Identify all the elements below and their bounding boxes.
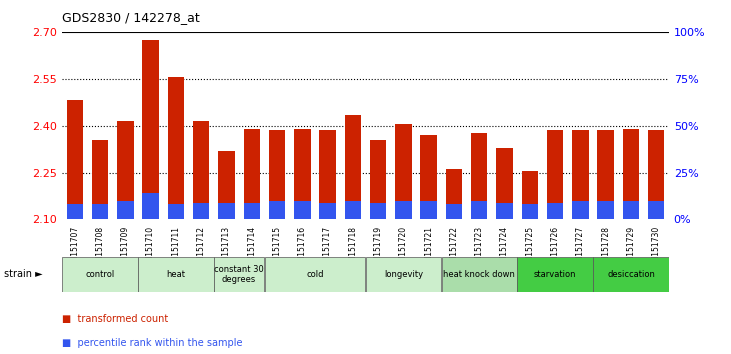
Bar	[420, 201, 437, 219]
Bar	[623, 201, 639, 219]
Text: strain ►: strain ►	[4, 269, 42, 279]
Text: control: control	[86, 270, 115, 279]
Bar	[193, 202, 209, 219]
Bar	[597, 201, 614, 219]
Bar	[597, 130, 614, 219]
Bar	[623, 129, 639, 219]
Bar	[366, 257, 441, 292]
Bar	[594, 257, 669, 292]
Bar	[117, 201, 134, 219]
Bar	[243, 202, 260, 219]
Bar	[243, 129, 260, 219]
Text: constant 30
degrees: constant 30 degrees	[214, 265, 264, 284]
Bar	[446, 205, 462, 219]
Bar	[193, 121, 209, 219]
Bar	[420, 135, 437, 219]
Bar	[92, 205, 108, 219]
Bar	[471, 133, 488, 219]
Bar	[572, 201, 588, 219]
Bar	[572, 130, 588, 219]
Bar	[395, 124, 412, 219]
Bar	[319, 130, 336, 219]
Bar	[370, 140, 387, 219]
Bar	[471, 201, 488, 219]
Bar	[446, 170, 462, 219]
Bar	[219, 151, 235, 219]
Text: cold: cold	[306, 270, 324, 279]
Bar	[522, 171, 538, 219]
Bar	[219, 202, 235, 219]
Bar	[547, 202, 564, 219]
Text: heat knock down: heat knock down	[443, 270, 515, 279]
Bar	[370, 202, 387, 219]
Bar	[294, 201, 311, 219]
Bar	[143, 40, 159, 219]
Bar	[143, 193, 159, 219]
Text: ■  percentile rank within the sample: ■ percentile rank within the sample	[62, 338, 243, 348]
Bar	[496, 202, 512, 219]
Text: longevity: longevity	[384, 270, 423, 279]
Bar	[67, 100, 83, 219]
Bar	[92, 140, 108, 219]
Bar	[395, 201, 412, 219]
Bar	[648, 130, 664, 219]
Bar	[344, 201, 361, 219]
Bar	[547, 130, 564, 219]
Bar	[167, 205, 184, 219]
Bar	[344, 115, 361, 219]
Text: desiccation: desiccation	[607, 270, 655, 279]
Bar	[442, 257, 517, 292]
Bar	[269, 130, 285, 219]
Bar	[648, 201, 664, 219]
Text: ■  transformed count: ■ transformed count	[62, 314, 168, 324]
Text: starvation: starvation	[534, 270, 576, 279]
Bar	[67, 205, 83, 219]
Text: GDS2830 / 142278_at: GDS2830 / 142278_at	[62, 11, 200, 24]
Bar	[117, 121, 134, 219]
Bar	[496, 148, 512, 219]
Bar	[214, 257, 264, 292]
Bar	[518, 257, 593, 292]
Bar	[167, 77, 184, 219]
Bar	[294, 129, 311, 219]
Bar	[138, 257, 213, 292]
Bar	[269, 201, 285, 219]
Bar	[522, 205, 538, 219]
Text: heat: heat	[167, 270, 186, 279]
Bar	[265, 257, 366, 292]
Bar	[62, 257, 137, 292]
Bar	[319, 202, 336, 219]
